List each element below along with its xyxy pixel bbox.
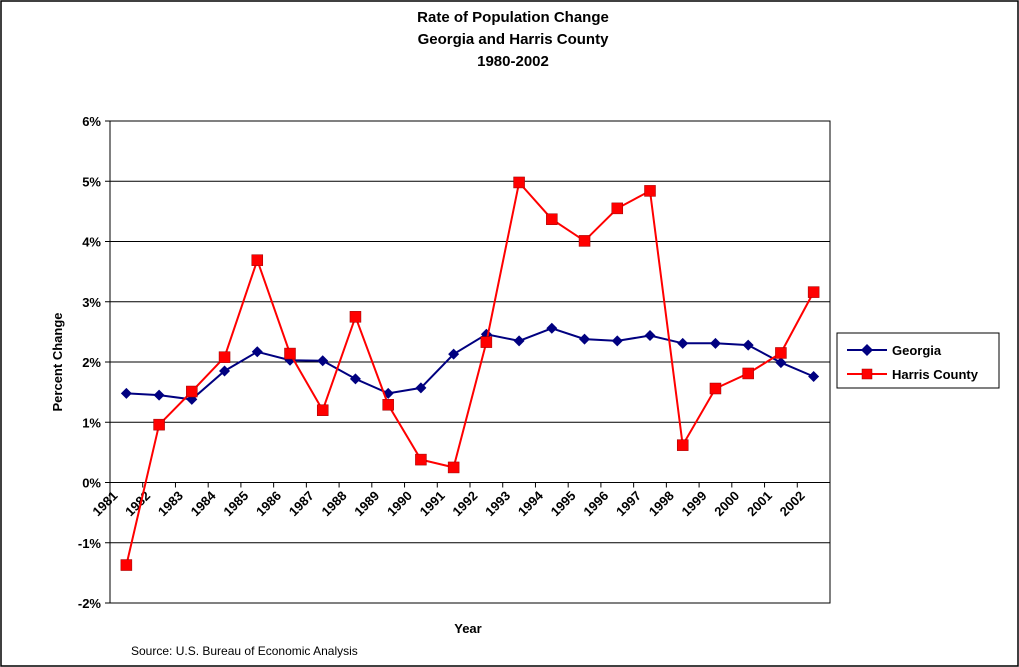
series-line-georgia xyxy=(126,327,814,401)
data-point-georgia xyxy=(611,335,623,347)
y-tick-label: 5% xyxy=(82,174,101,189)
data-point-georgia xyxy=(644,329,656,341)
data-point-harris-county xyxy=(513,176,525,189)
data-point-harris-county xyxy=(775,347,787,359)
data-point-harris-county xyxy=(546,213,558,225)
data-point-harris-county xyxy=(611,202,624,215)
data-point-harris-county xyxy=(415,453,427,466)
y-tick-label: 1% xyxy=(82,415,101,430)
plot-area: -2%-1%0%1%2%3%4%5%6%1981 1982 1983 1984 1985… xyxy=(78,114,831,611)
data-point-georgia xyxy=(415,382,427,394)
y-tick-label: 0% xyxy=(82,476,101,491)
data-point-georgia xyxy=(120,387,132,399)
data-point-georgia xyxy=(709,337,721,349)
data-point-harris-county xyxy=(218,351,231,363)
data-point-harris-county xyxy=(251,254,264,266)
data-point-harris-county xyxy=(284,347,296,360)
y-tick-label: 3% xyxy=(82,295,101,310)
data-point-georgia xyxy=(808,370,820,382)
data-point-georgia xyxy=(513,335,525,347)
data-point-harris-county xyxy=(709,382,722,395)
data-point-georgia xyxy=(251,346,263,358)
source-note: Source: U.S. Bureau of Economic Analysis xyxy=(131,644,358,658)
data-point-georgia xyxy=(317,355,329,367)
data-point-harris-county xyxy=(807,286,820,298)
data-point-harris-county xyxy=(644,185,656,197)
data-point-georgia xyxy=(153,389,165,401)
data-point-georgia xyxy=(579,333,591,345)
legend-label-harris: Harris County xyxy=(892,367,979,382)
legend-label-georgia: Georgia xyxy=(892,343,942,358)
y-tick-label: 2% xyxy=(82,355,101,370)
series-line-harris-county xyxy=(125,180,815,566)
data-point-harris-county xyxy=(578,235,591,247)
data-point-georgia xyxy=(219,365,231,377)
data-point-georgia xyxy=(742,339,754,351)
data-point-georgia xyxy=(775,357,787,369)
legend: Georgia Harris County xyxy=(836,332,1000,389)
y-tick-label: 4% xyxy=(82,235,101,250)
data-point-harris-county xyxy=(153,418,165,431)
data-point-georgia xyxy=(677,337,689,349)
data-point-harris-county xyxy=(186,385,198,398)
chart-title-line-1: Rate of Population Change xyxy=(417,9,609,26)
data-point-harris-county xyxy=(447,461,460,474)
chart-title-line-3: 1980-2002 xyxy=(477,53,549,70)
y-tick-label: -2% xyxy=(78,596,102,611)
x-axis-title: Year xyxy=(454,621,481,636)
data-point-harris-county xyxy=(120,559,133,571)
data-point-georgia xyxy=(546,322,558,334)
y-axis-title: Percent Change xyxy=(50,313,65,412)
legend-marker-georgia xyxy=(861,344,873,356)
legend-marker-harris xyxy=(861,368,873,380)
y-tick-label: -1% xyxy=(78,536,102,551)
data-point-harris-county xyxy=(676,439,689,451)
chart-title-line-2: Georgia and Harris County xyxy=(418,31,610,48)
data-point-harris-county xyxy=(382,399,394,411)
data-point-harris-county xyxy=(316,404,329,416)
data-point-harris-county xyxy=(480,336,493,348)
data-point-georgia xyxy=(349,373,361,385)
data-point-georgia xyxy=(448,348,460,360)
data-point-harris-county xyxy=(349,311,362,323)
y-tick-label: 6% xyxy=(82,114,101,129)
data-point-harris-county xyxy=(742,367,754,380)
